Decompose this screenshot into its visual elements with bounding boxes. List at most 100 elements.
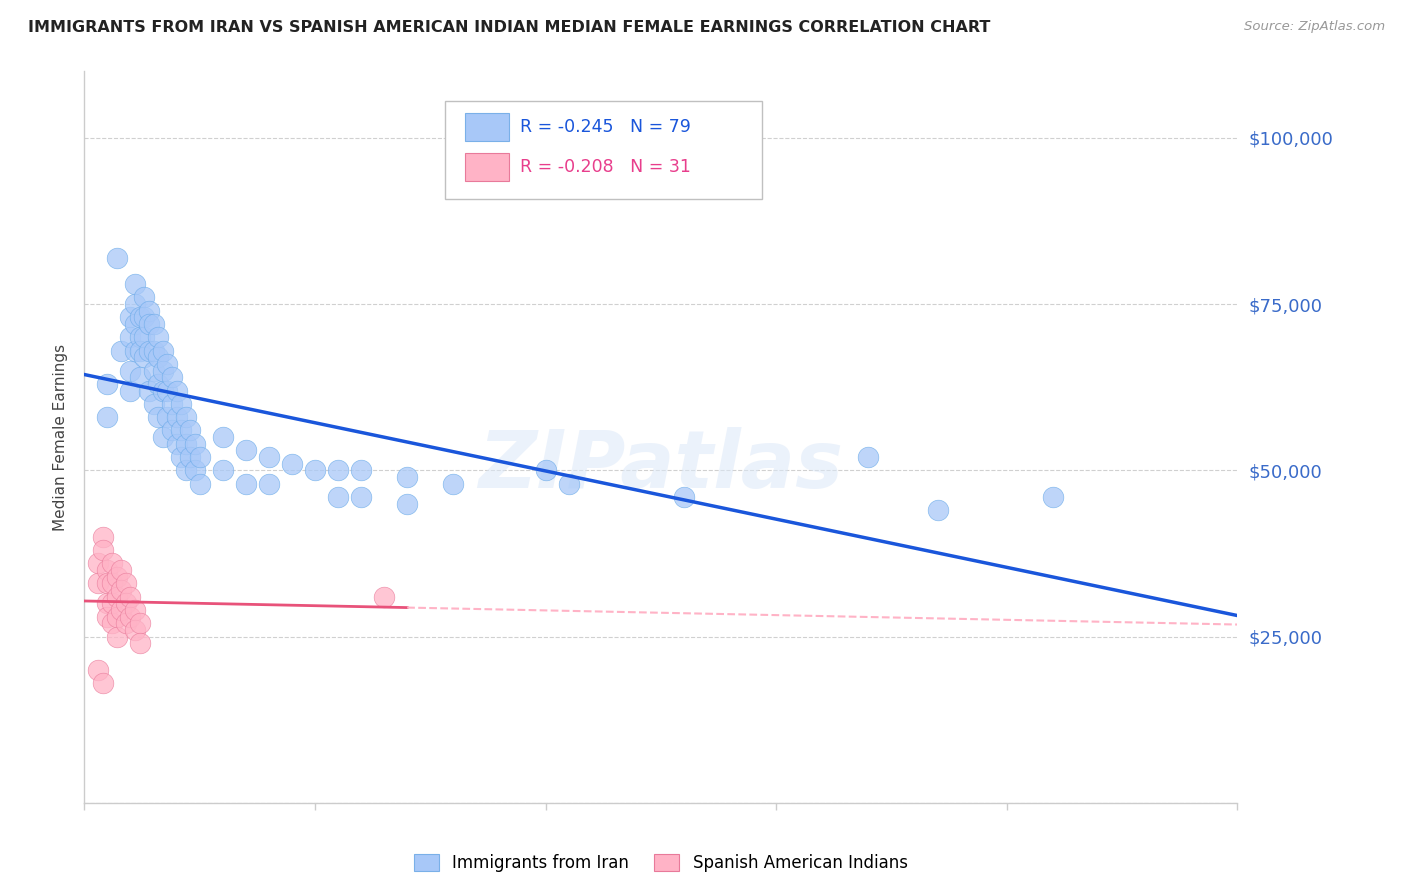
- Point: [124, 343, 146, 358]
- FancyBboxPatch shape: [446, 101, 762, 200]
- Point: [101, 557, 124, 571]
- Point: [115, 596, 138, 610]
- Point: [858, 450, 880, 464]
- Point: [160, 424, 183, 438]
- Point: [110, 582, 132, 597]
- Text: Source: ZipAtlas.com: Source: ZipAtlas.com: [1244, 20, 1385, 33]
- Point: [350, 490, 373, 504]
- Point: [142, 317, 165, 331]
- Point: [96, 410, 118, 425]
- Point: [138, 343, 160, 358]
- Point: [396, 470, 419, 484]
- Point: [156, 357, 179, 371]
- Point: [105, 570, 128, 584]
- Point: [128, 616, 150, 631]
- Point: [156, 410, 179, 425]
- Point: [128, 343, 150, 358]
- Point: [110, 563, 132, 577]
- Point: [557, 476, 579, 491]
- Point: [101, 596, 124, 610]
- Text: ZIPatlas: ZIPatlas: [478, 427, 844, 506]
- Point: [115, 576, 138, 591]
- Point: [166, 410, 188, 425]
- Point: [146, 410, 169, 425]
- Point: [534, 463, 557, 477]
- Point: [211, 463, 233, 477]
- Point: [120, 609, 142, 624]
- Point: [160, 397, 183, 411]
- Point: [396, 497, 419, 511]
- Point: [105, 630, 128, 644]
- Point: [326, 490, 349, 504]
- Point: [120, 384, 142, 398]
- Point: [257, 450, 280, 464]
- Point: [211, 430, 233, 444]
- Point: [128, 330, 150, 344]
- Point: [235, 443, 257, 458]
- Point: [146, 376, 169, 391]
- Point: [138, 384, 160, 398]
- Text: IMMIGRANTS FROM IRAN VS SPANISH AMERICAN INDIAN MEDIAN FEMALE EARNINGS CORRELATI: IMMIGRANTS FROM IRAN VS SPANISH AMERICAN…: [28, 20, 990, 35]
- Point: [188, 476, 211, 491]
- FancyBboxPatch shape: [465, 113, 509, 141]
- Point: [142, 343, 165, 358]
- Point: [179, 424, 201, 438]
- Point: [138, 317, 160, 331]
- Point: [174, 410, 197, 425]
- Point: [179, 450, 201, 464]
- Point: [146, 351, 169, 365]
- Point: [105, 609, 128, 624]
- Point: [170, 397, 193, 411]
- Point: [96, 609, 118, 624]
- Point: [124, 277, 146, 292]
- Point: [142, 397, 165, 411]
- Legend: Immigrants from Iran, Spanish American Indians: Immigrants from Iran, Spanish American I…: [408, 847, 914, 879]
- Point: [91, 543, 114, 558]
- Point: [326, 463, 349, 477]
- Point: [134, 290, 156, 304]
- Point: [105, 251, 128, 265]
- Point: [235, 476, 257, 491]
- Point: [128, 370, 150, 384]
- Point: [96, 596, 118, 610]
- Point: [120, 590, 142, 604]
- Point: [170, 450, 193, 464]
- Point: [110, 603, 132, 617]
- Point: [110, 343, 132, 358]
- Point: [87, 557, 110, 571]
- Point: [105, 590, 128, 604]
- Point: [120, 310, 142, 325]
- Point: [91, 530, 114, 544]
- Point: [128, 310, 150, 325]
- Point: [120, 363, 142, 377]
- Point: [373, 590, 395, 604]
- Point: [101, 576, 124, 591]
- Text: R = -0.208   N = 31: R = -0.208 N = 31: [520, 158, 690, 177]
- Point: [120, 330, 142, 344]
- Point: [281, 457, 304, 471]
- Point: [96, 576, 118, 591]
- Point: [174, 463, 197, 477]
- Point: [1042, 490, 1064, 504]
- Point: [138, 303, 160, 318]
- Point: [166, 384, 188, 398]
- Point: [134, 310, 156, 325]
- Point: [96, 376, 118, 391]
- Point: [152, 343, 174, 358]
- Point: [142, 363, 165, 377]
- Point: [87, 663, 110, 677]
- Point: [170, 424, 193, 438]
- Point: [124, 603, 146, 617]
- Text: R = -0.245   N = 79: R = -0.245 N = 79: [520, 118, 690, 136]
- Point: [146, 330, 169, 344]
- Point: [160, 370, 183, 384]
- Point: [152, 363, 174, 377]
- Point: [257, 476, 280, 491]
- Point: [134, 351, 156, 365]
- Point: [184, 463, 207, 477]
- Point: [927, 503, 949, 517]
- Point: [96, 563, 118, 577]
- Point: [152, 430, 174, 444]
- FancyBboxPatch shape: [465, 153, 509, 181]
- Point: [188, 450, 211, 464]
